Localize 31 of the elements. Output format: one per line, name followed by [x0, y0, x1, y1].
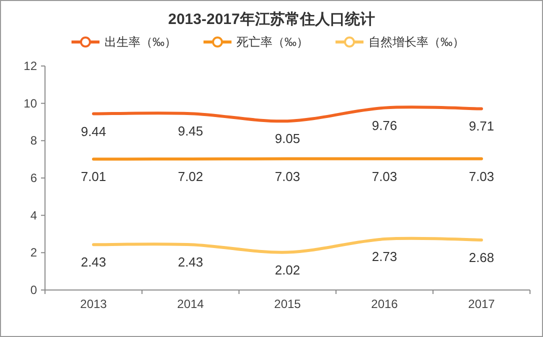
- data-label: 9.44: [80, 124, 106, 139]
- y-tick-label: 6: [30, 171, 38, 185]
- x-tick-label: 2017: [468, 297, 496, 311]
- x-tick-label: 2016: [371, 297, 398, 311]
- legend-label: 自然增长率（‰）: [368, 35, 464, 49]
- y-tick-label: 8: [30, 134, 38, 148]
- data-label: 2.43: [178, 254, 204, 270]
- data-label: 2.73: [372, 249, 398, 264]
- data-label: 9.71: [468, 118, 494, 134]
- y-tick-label: 10: [24, 96, 38, 110]
- data-label: 2.02: [274, 262, 300, 278]
- data-label: 9.45: [178, 124, 204, 139]
- data-label: 7.03: [468, 168, 494, 184]
- data-label: 2.68: [468, 250, 494, 265]
- y-tick-label: 4: [30, 208, 38, 222]
- legend-label: 出生率（‰）: [104, 35, 176, 49]
- y-tick-label: 12: [24, 59, 38, 73]
- y-tick-label: 0: [30, 283, 38, 297]
- data-label: 2.43: [80, 254, 106, 270]
- x-tick-label: 2015: [274, 297, 302, 311]
- chart-title: 2013-2017年江苏常住人口统计: [168, 11, 375, 28]
- data-label: 7.03: [274, 168, 300, 184]
- y-tick-label: 2: [30, 246, 38, 260]
- data-label: 7.03: [372, 168, 398, 184]
- x-tick-label: 2014: [177, 297, 204, 311]
- data-label: 9.76: [372, 118, 398, 133]
- data-label: 9.05: [274, 131, 300, 146]
- data-label: 7.01: [80, 169, 106, 184]
- x-tick-label: 2013: [80, 297, 108, 311]
- legend-label: 死亡率（‰）: [236, 35, 308, 49]
- data-label: 7.02: [178, 168, 204, 184]
